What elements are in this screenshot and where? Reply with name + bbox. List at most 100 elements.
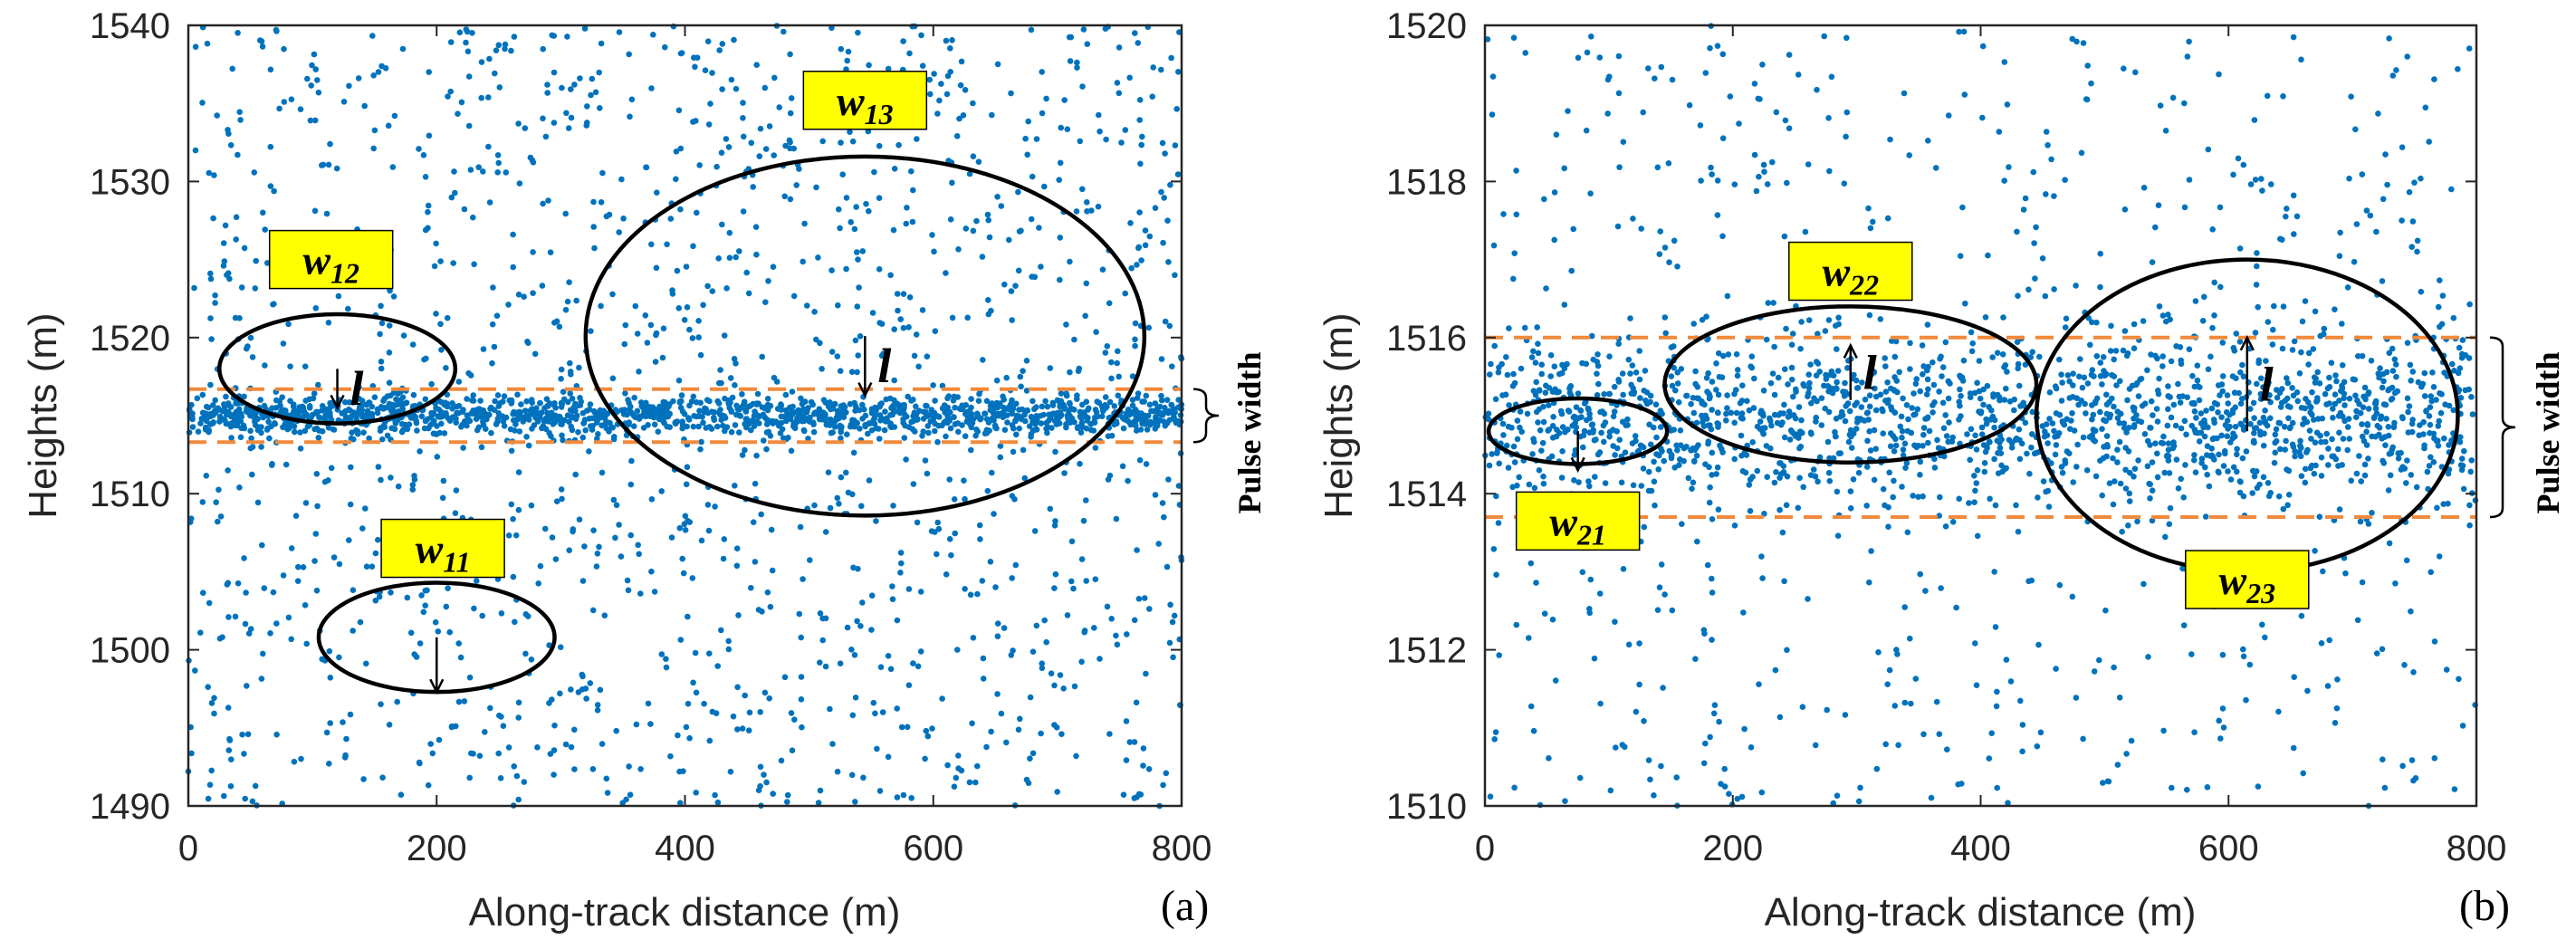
signal-point xyxy=(1920,425,1928,431)
signal-point xyxy=(1839,412,1846,418)
noise-point xyxy=(1709,575,1715,582)
noise-point xyxy=(437,321,444,328)
signal-point xyxy=(1699,400,1705,407)
noise-point xyxy=(2252,177,2259,183)
noise-point xyxy=(560,436,566,444)
noise-point xyxy=(627,113,633,120)
signal-point xyxy=(882,408,888,415)
noise-point xyxy=(811,309,818,315)
noise-point xyxy=(780,28,787,35)
noise-point xyxy=(2455,66,2461,72)
signal-point xyxy=(678,398,685,405)
signal-point xyxy=(1896,369,1902,376)
noise-point xyxy=(702,67,709,73)
signal-point xyxy=(700,419,706,427)
signal-point xyxy=(1083,398,1090,406)
noise-point xyxy=(558,366,565,373)
noise-point xyxy=(1168,54,1174,62)
noise-point xyxy=(1135,40,1142,46)
signal-point xyxy=(1045,417,1052,424)
noise-point xyxy=(901,435,908,441)
signal-point xyxy=(1739,416,1746,422)
noise-point xyxy=(1015,726,1022,733)
noise-point xyxy=(1093,329,1099,336)
noise-point xyxy=(1972,640,1978,647)
signal-point xyxy=(1553,433,1560,440)
noise-point xyxy=(844,624,851,631)
noise-point xyxy=(616,29,623,35)
noise-point xyxy=(266,435,273,442)
noise-point xyxy=(653,264,660,272)
signal-point xyxy=(1787,427,1795,434)
noise-point xyxy=(208,700,215,706)
signal-point xyxy=(1713,360,1719,367)
noise-point xyxy=(200,590,206,596)
noise-point xyxy=(389,164,397,170)
signal-point xyxy=(1594,370,1600,378)
signal-point xyxy=(1703,313,1709,321)
signal-point xyxy=(1835,450,1843,457)
noise-point xyxy=(801,220,808,227)
noise-point xyxy=(1139,133,1145,140)
noise-point xyxy=(567,359,573,367)
noise-point xyxy=(431,263,438,270)
signal-point xyxy=(888,405,895,411)
noise-point xyxy=(422,602,429,609)
panel-a-xlabel: Along-track distance (m) xyxy=(469,890,901,935)
noise-point xyxy=(752,480,759,487)
noise-point xyxy=(2043,191,2049,197)
noise-point xyxy=(2339,321,2345,327)
noise-point xyxy=(766,123,773,129)
noise-point xyxy=(2367,212,2374,219)
noise-point xyxy=(409,341,417,348)
signal-point xyxy=(1866,392,1873,399)
signal-point xyxy=(2004,369,2010,375)
noise-point xyxy=(621,340,628,348)
noise-point xyxy=(1552,677,1559,684)
noise-point xyxy=(1718,781,1724,787)
noise-point xyxy=(2140,580,2147,588)
signal-point xyxy=(968,396,974,402)
signal-point xyxy=(433,405,439,411)
signal-point xyxy=(2364,421,2370,427)
signal-point xyxy=(675,377,683,384)
signal-point xyxy=(1982,448,1989,455)
noise-point xyxy=(1526,635,1532,641)
noise-point xyxy=(1131,617,1138,624)
noise-point xyxy=(311,207,319,215)
noise-point xyxy=(885,65,892,72)
signal-point xyxy=(1108,432,1116,439)
noise-point xyxy=(1008,652,1015,658)
signal-point xyxy=(1547,352,1555,359)
signal-point xyxy=(1824,438,1832,446)
signal-point xyxy=(1164,420,1171,427)
noise-point xyxy=(2408,244,2415,251)
noise-point xyxy=(932,328,939,335)
noise-point xyxy=(1673,774,1680,781)
window-ellipse-w13 xyxy=(583,154,1147,518)
signal-point xyxy=(2192,469,2199,475)
noise-point xyxy=(249,798,256,805)
signal-point xyxy=(1892,338,1900,345)
signal-point xyxy=(2089,319,2095,326)
signal-point xyxy=(2389,345,2396,352)
signal-point xyxy=(697,399,704,407)
signal-point xyxy=(1990,391,1997,398)
noise-point xyxy=(914,136,920,142)
noise-point xyxy=(1114,641,1121,648)
noise-point xyxy=(515,120,522,127)
noise-point xyxy=(627,532,634,539)
signal-point xyxy=(418,413,426,420)
signal-point xyxy=(1834,346,1840,352)
signal-point xyxy=(1957,386,1963,393)
signal-point xyxy=(528,411,534,417)
signal-point xyxy=(1134,395,1141,401)
signal-point xyxy=(2031,450,2038,457)
signal-point xyxy=(380,406,387,412)
signal-point xyxy=(1044,403,1051,410)
signal-point xyxy=(1029,414,1035,421)
signal-point xyxy=(2352,392,2359,399)
signal-point xyxy=(2406,403,2413,409)
noise-point xyxy=(906,294,914,301)
noise-point xyxy=(1977,395,1984,402)
